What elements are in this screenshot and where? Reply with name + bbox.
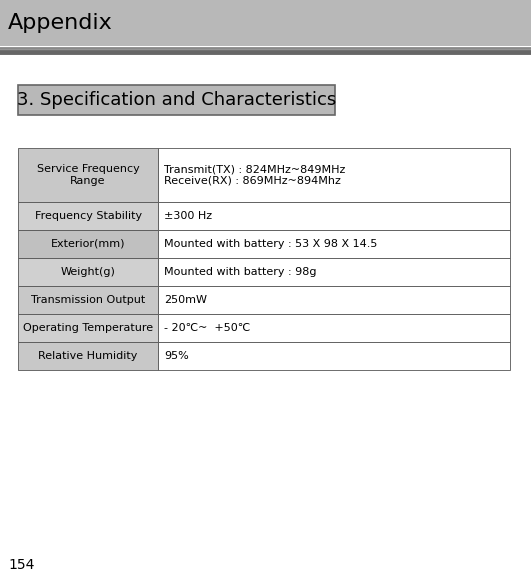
Text: - 20℃~  +50℃: - 20℃~ +50℃ bbox=[164, 323, 251, 333]
Text: Weight(g): Weight(g) bbox=[61, 267, 116, 277]
Text: 154: 154 bbox=[8, 558, 35, 572]
Bar bbox=[18, 148, 158, 202]
Text: 95%: 95% bbox=[164, 351, 189, 361]
Bar bbox=[0, 0, 531, 46]
Bar bbox=[158, 286, 510, 314]
Bar bbox=[18, 258, 158, 286]
Text: Frequency Stability: Frequency Stability bbox=[35, 211, 142, 221]
Bar bbox=[158, 202, 510, 230]
Text: 250mW: 250mW bbox=[164, 295, 207, 305]
Bar bbox=[18, 314, 158, 342]
Text: Transmission Output: Transmission Output bbox=[31, 295, 145, 305]
Bar bbox=[18, 342, 158, 370]
Bar bbox=[158, 258, 510, 286]
Text: Appendix: Appendix bbox=[8, 13, 113, 33]
Bar bbox=[158, 148, 510, 202]
Bar bbox=[18, 85, 335, 115]
Text: ±300 Hz: ±300 Hz bbox=[164, 211, 212, 221]
Text: Relative Humidity: Relative Humidity bbox=[38, 351, 138, 361]
Bar bbox=[18, 230, 158, 258]
Text: 3. Specification and Characteristics: 3. Specification and Characteristics bbox=[17, 91, 336, 109]
Text: Operating Temperature: Operating Temperature bbox=[23, 323, 153, 333]
Bar bbox=[158, 342, 510, 370]
Bar bbox=[18, 202, 158, 230]
Text: Transmit(TX) : 824MHz~849MHz
Receive(RX) : 869MHz~894Mhz: Transmit(TX) : 824MHz~849MHz Receive(RX)… bbox=[164, 164, 346, 186]
Text: Service Frequency
Range: Service Frequency Range bbox=[37, 164, 140, 186]
Text: Exterior(mm): Exterior(mm) bbox=[51, 239, 125, 249]
Text: Mounted with battery : 98g: Mounted with battery : 98g bbox=[164, 267, 316, 277]
Bar bbox=[18, 286, 158, 314]
Text: Mounted with battery : 53 X 98 X 14.5: Mounted with battery : 53 X 98 X 14.5 bbox=[164, 239, 378, 249]
Bar bbox=[158, 230, 510, 258]
Bar bbox=[158, 314, 510, 342]
